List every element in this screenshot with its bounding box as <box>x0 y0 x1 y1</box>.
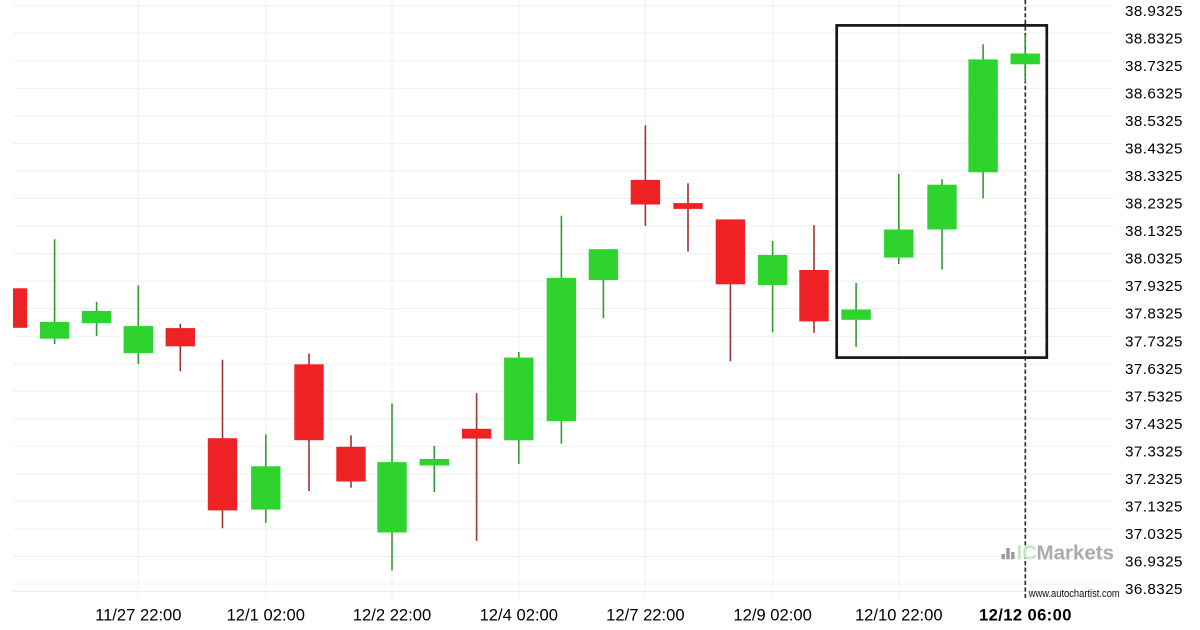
svg-text:Markets: Markets <box>1037 542 1115 565</box>
svg-text:37.1325: 37.1325 <box>1125 499 1183 516</box>
svg-text:38.7325: 38.7325 <box>1125 58 1183 75</box>
svg-text:37.5325: 37.5325 <box>1125 388 1183 405</box>
svg-text:38.3325: 38.3325 <box>1125 168 1183 185</box>
svg-text:38.4325: 38.4325 <box>1125 141 1183 158</box>
svg-text:37.7325: 37.7325 <box>1125 333 1183 350</box>
svg-text:IC: IC <box>1017 542 1038 565</box>
svg-text:37.2325: 37.2325 <box>1125 471 1183 488</box>
svg-text:37.8325: 37.8325 <box>1125 306 1183 323</box>
svg-text:36.8325: 36.8325 <box>1125 581 1183 598</box>
svg-text:37.4325: 37.4325 <box>1125 416 1183 433</box>
svg-text:37.6325: 37.6325 <box>1125 361 1183 378</box>
svg-text:38.9325: 38.9325 <box>1125 3 1183 20</box>
svg-text:38.8325: 38.8325 <box>1125 30 1183 47</box>
svg-text:38.6325: 38.6325 <box>1125 85 1183 102</box>
svg-text:12/10 22:00: 12/10 22:00 <box>855 605 943 624</box>
svg-text:37.9325: 37.9325 <box>1125 278 1183 295</box>
svg-text:38.0325: 38.0325 <box>1125 251 1183 268</box>
svg-text:12/9 02:00: 12/9 02:00 <box>733 605 811 624</box>
svg-text:11/27 22:00: 11/27 22:00 <box>95 605 181 624</box>
svg-text:12/12 06:00: 12/12 06:00 <box>979 605 1072 624</box>
svg-text:37.3325: 37.3325 <box>1125 443 1183 460</box>
svg-text:12/2 22:00: 12/2 22:00 <box>353 605 431 624</box>
svg-text:38.5325: 38.5325 <box>1125 113 1183 130</box>
svg-text:36.9325: 36.9325 <box>1125 554 1183 571</box>
svg-text:38.1325: 38.1325 <box>1125 223 1183 240</box>
svg-text:38.2325: 38.2325 <box>1125 196 1183 213</box>
svg-text:12/7 22:00: 12/7 22:00 <box>606 605 684 624</box>
svg-text:12/1 02:00: 12/1 02:00 <box>227 605 305 624</box>
svg-text:www.autochartist.com: www.autochartist.com <box>1028 588 1120 600</box>
svg-text:12/4 02:00: 12/4 02:00 <box>480 605 558 624</box>
svg-text:37.0325: 37.0325 <box>1125 526 1183 543</box>
